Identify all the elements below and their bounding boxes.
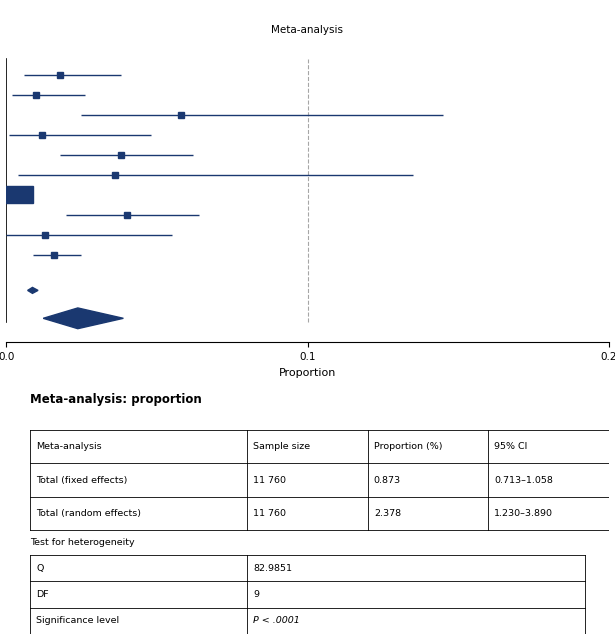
Polygon shape (43, 308, 124, 329)
Text: Proportion (%): Proportion (%) (374, 442, 442, 451)
Text: 82.9851: 82.9851 (253, 564, 292, 573)
Text: DF: DF (36, 590, 49, 599)
Text: Q: Q (36, 564, 44, 573)
Polygon shape (28, 287, 38, 293)
Text: Total (random effects): Total (random effects) (36, 509, 141, 518)
Text: Meta-analysis: Meta-analysis (36, 442, 102, 451)
Text: P < .0001: P < .0001 (253, 616, 300, 625)
Text: 11 760: 11 760 (253, 509, 286, 518)
Text: Total (fixed effects): Total (fixed effects) (36, 476, 128, 484)
Text: Meta-analysis: proportion: Meta-analysis: proportion (30, 392, 202, 406)
Text: Meta-analysis: Meta-analysis (271, 25, 344, 35)
Text: Test for heterogeneity: Test for heterogeneity (30, 538, 135, 547)
Bar (0, 186, 33, 203)
Text: 95% CI: 95% CI (494, 442, 528, 451)
Text: 11 760: 11 760 (253, 476, 286, 484)
Text: Significance level: Significance level (36, 616, 119, 625)
Text: Sample size: Sample size (253, 442, 311, 451)
Text: 9: 9 (253, 590, 260, 599)
Text: 1.230–3.890: 1.230–3.890 (494, 509, 554, 518)
X-axis label: Proportion: Proportion (279, 367, 336, 378)
Text: 2.378: 2.378 (374, 509, 401, 518)
Text: 0.713–1.058: 0.713–1.058 (494, 476, 554, 484)
Text: 0.873: 0.873 (374, 476, 401, 484)
